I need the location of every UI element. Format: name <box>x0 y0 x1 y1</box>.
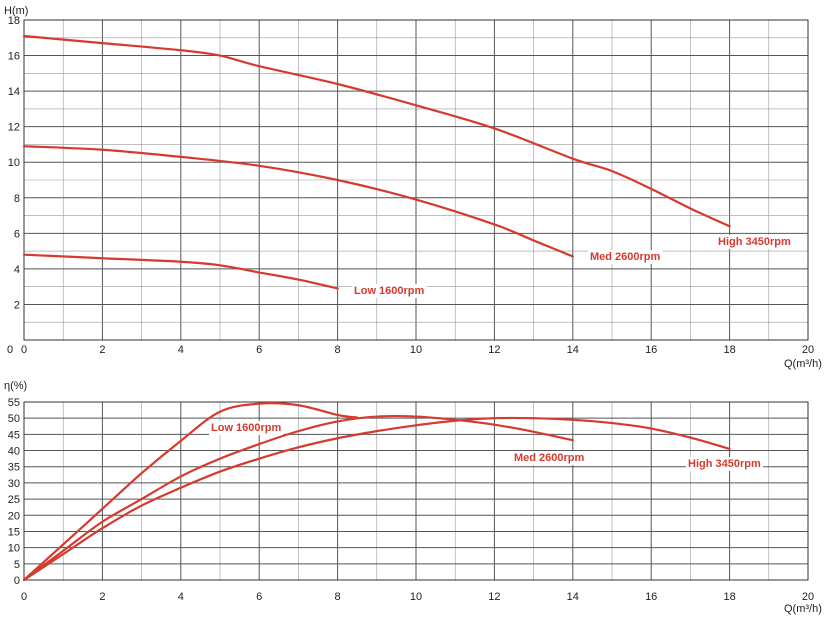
x-tick-label: 16 <box>645 591 657 603</box>
y-tick-label: 14 <box>8 86 20 98</box>
x-tick-label: 16 <box>645 344 657 356</box>
series-label: Low 1600rpm <box>211 422 282 434</box>
y-tick-label: 12 <box>8 122 20 134</box>
efficiency-chart: 0 2 4 6 8 10 12 14 16 18 20 0 5 10 15 20 25 30 35 40 45 50 55 η… <box>4 380 822 615</box>
x-axis-label: Q(m³/h) <box>784 603 822 615</box>
x-tick-label: 14 <box>567 344 579 356</box>
plot-frame <box>23 19 809 341</box>
series-label: Med 2600rpm <box>590 251 661 263</box>
y-tick-label: 16 <box>8 51 20 63</box>
y-tick-label: 4 <box>14 264 20 276</box>
series-label-background <box>686 457 763 471</box>
y-tick-label: 5 <box>14 559 20 571</box>
y-axis-label: η(%) <box>4 380 27 392</box>
y-tick-label: 2 <box>14 299 20 311</box>
series-label-background <box>588 250 663 264</box>
y-tick-label: 6 <box>14 228 20 240</box>
series-label: High 3450rpm <box>718 236 791 248</box>
head-chart: 0 2 4 6 8 10 12 14 16 18 20 2 4 6 8 10 12 14 16 18 0 H(m) Q(m³… <box>4 5 822 370</box>
y-axis-label: H(m) <box>4 5 28 17</box>
x-tick-label: 4 <box>178 591 184 603</box>
series-label-background <box>512 451 587 465</box>
series-line <box>22 253 339 290</box>
series-label: High 3450rpm <box>688 458 761 470</box>
x-tick-label: 18 <box>723 591 735 603</box>
x-tick-label: 12 <box>488 344 500 356</box>
y-tick-label: 0 <box>14 575 20 587</box>
x-tick-label: 2 <box>99 591 105 603</box>
y-tick-label: 18 <box>8 15 20 27</box>
series-line <box>22 34 731 228</box>
series-label-background <box>209 421 284 435</box>
y-tick-label: 50 <box>8 413 20 425</box>
y-tick-label: 15 <box>8 526 20 538</box>
y-tick-label: 45 <box>8 429 20 441</box>
y-tick-label: 8 <box>14 193 20 205</box>
y-tick-label: 0 <box>7 344 13 356</box>
series-label-background <box>716 235 793 249</box>
series-label: Med 2600rpm <box>514 452 585 464</box>
x-tick-label: 6 <box>256 591 262 603</box>
y-tick-label: 10 <box>8 543 20 555</box>
x-tick-label: 20 <box>802 591 814 603</box>
x-tick-label: 10 <box>410 344 422 356</box>
x-tick-label: 8 <box>335 591 341 603</box>
x-tick-label: 4 <box>178 344 184 356</box>
x-tick-label: 18 <box>723 344 735 356</box>
y-tick-label: 25 <box>8 494 20 506</box>
x-tick-label: 14 <box>567 591 579 603</box>
y-tick-label: 10 <box>8 157 20 169</box>
y-tick-label: 55 <box>8 397 20 409</box>
series-label-background <box>352 284 427 298</box>
plot-frame <box>23 401 809 581</box>
x-tick-label: 2 <box>99 344 105 356</box>
x-tick-label: 8 <box>335 344 341 356</box>
x-tick-label: 0 <box>21 591 27 603</box>
x-tick-label: 0 <box>21 344 27 356</box>
series-line <box>22 414 574 582</box>
series-label: Low 1600rpm <box>354 285 425 297</box>
y-tick-label: 20 <box>8 510 20 522</box>
x-axis-label: Q(m³/h) <box>784 358 822 370</box>
x-tick-label: 6 <box>256 344 262 356</box>
y-tick-label: 30 <box>8 478 20 490</box>
x-tick-label: 20 <box>802 344 814 356</box>
y-tick-label: 40 <box>8 446 20 458</box>
y-tick-label: 35 <box>8 462 20 474</box>
series-line <box>22 145 574 258</box>
series-line <box>22 402 359 582</box>
x-tick-label: 12 <box>488 591 500 603</box>
series-line <box>22 416 731 582</box>
x-tick-label: 10 <box>410 591 422 603</box>
